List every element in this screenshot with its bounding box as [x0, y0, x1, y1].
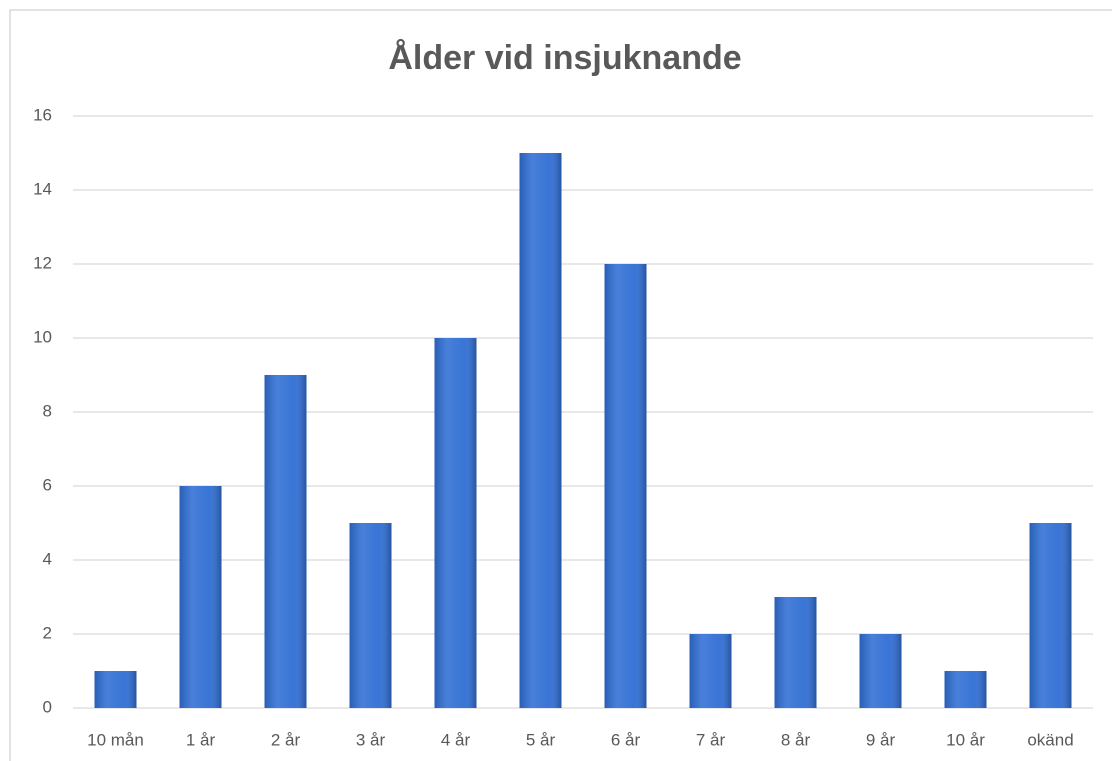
y-tick-label: 16: [33, 105, 52, 124]
bar: [859, 634, 902, 708]
bar: [944, 671, 987, 708]
bar: [94, 671, 137, 708]
bar: [264, 375, 307, 708]
x-tick-label: 3 år: [356, 730, 386, 749]
bar: [519, 153, 562, 708]
y-tick-label: 8: [43, 401, 52, 420]
bar: [604, 264, 647, 708]
x-tick-label: 8 år: [781, 730, 811, 749]
x-tick-label: 1 år: [186, 730, 216, 749]
bar: [689, 634, 732, 708]
bar: [774, 597, 817, 708]
y-tick-label: 12: [33, 253, 52, 272]
x-tick-label: 2 år: [271, 730, 301, 749]
bar: [434, 338, 477, 708]
x-tick-label: 7 år: [696, 730, 726, 749]
y-tick-label: 2: [43, 623, 52, 642]
bar: [179, 486, 222, 708]
bar: [349, 523, 392, 708]
chart-border: [9, 9, 1112, 761]
x-tick-label: okänd: [1027, 730, 1073, 749]
y-tick-label: 6: [43, 475, 52, 494]
bar: [1029, 523, 1072, 708]
x-tick-label: 4 år: [441, 730, 471, 749]
y-tick-label: 4: [43, 549, 52, 568]
y-tick-label: 0: [43, 697, 52, 716]
x-tick-label: 6 år: [611, 730, 641, 749]
y-tick-label: 10: [33, 327, 52, 346]
chart-title: Ålder vid insjuknande: [388, 39, 741, 77]
x-tick-label: 10 år: [946, 730, 985, 749]
x-tick-label: 5 år: [526, 730, 556, 749]
y-tick-label: 14: [33, 179, 52, 198]
x-tick-label: 10 mån: [87, 730, 144, 749]
x-tick-label: 9 år: [866, 730, 896, 749]
